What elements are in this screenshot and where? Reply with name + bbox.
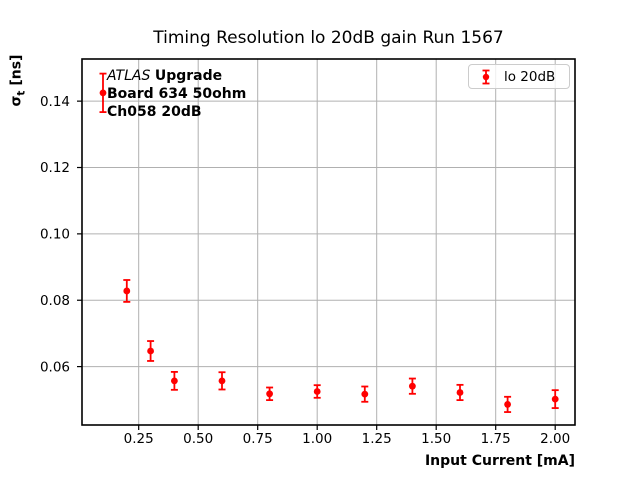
x-tick-label: 0.50 [183,431,213,447]
data-point [504,401,511,408]
x-tick-label: 0.25 [124,431,154,447]
data-point [266,390,273,398]
y-tick-label: 0.10 [40,227,70,243]
annotation-block: ATLAS Upgrade Board 634 50ohm Ch058 20dB [107,67,246,121]
data-point [313,388,321,395]
data-point [456,389,464,396]
data-point [551,395,559,403]
y-tick-label: 0.06 [40,359,70,375]
x-tick-label: 2.00 [540,431,570,447]
data-point [123,287,131,295]
data-point [361,390,369,398]
y-tick-label: 0.08 [40,293,70,309]
plot-frame [81,58,576,426]
annotation-experiment-name: ATLAS [107,68,151,84]
y-axis-unit: [ns] [8,54,25,86]
data-point [170,377,178,385]
y-axis-symbol: σ [8,95,25,107]
data-point [218,377,226,385]
x-tick-label: 1.50 [421,431,451,447]
chart-title: Timing Resolution lo 20dB gain Run 1567 [153,28,504,48]
y-tick-label: 0.12 [40,160,70,176]
legend-marker-part [482,73,490,80]
annotation-line-experiment: ATLAS Upgrade [107,67,246,85]
data-point [408,382,416,390]
y-axis-subscript: t [15,90,28,96]
data-point [99,89,107,97]
annotation-line-board: Board 634 50ohm [107,86,247,102]
data-point [147,347,154,355]
x-axis-label: Input Current [mA] [424,453,575,469]
annotation-line-channel: Ch058 20dB [107,104,202,120]
legend-label: lo 20dB [504,68,556,85]
legend-errorbar-marker-icon [482,69,490,84]
x-tick-label: 1.00 [302,431,332,447]
y-axis-label: σt [ns] [8,21,28,141]
x-tick-label: 1.25 [362,431,392,447]
annotation-experiment-suffix: Upgrade [154,68,223,84]
y-tick-label: 0.14 [40,94,70,110]
legend: lo 20dB [468,64,570,89]
x-tick-label: 0.75 [243,431,273,447]
x-tick-label: 1.75 [481,431,511,447]
